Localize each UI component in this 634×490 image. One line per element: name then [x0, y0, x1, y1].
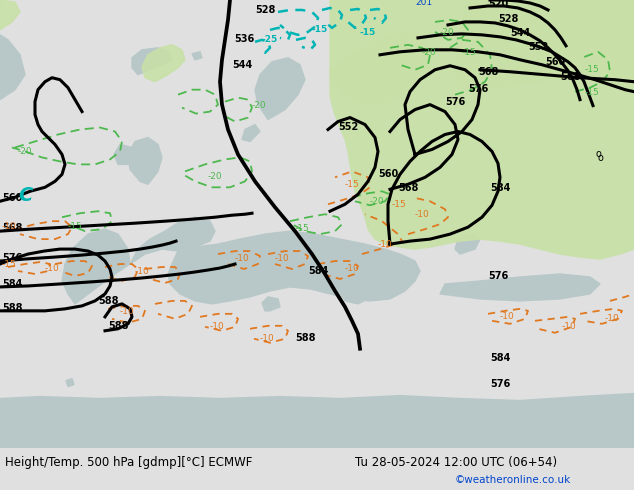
- Text: -10: -10: [415, 210, 430, 219]
- Polygon shape: [242, 124, 260, 142]
- Text: 552: 552: [338, 122, 358, 131]
- Text: ©weatheronline.co.uk: ©weatheronline.co.uk: [455, 475, 571, 485]
- Text: 528: 528: [498, 14, 519, 24]
- Polygon shape: [168, 231, 420, 304]
- Polygon shape: [132, 48, 172, 75]
- Text: 560: 560: [2, 193, 22, 203]
- Polygon shape: [450, 0, 634, 92]
- Text: -20: -20: [422, 48, 437, 57]
- Text: -10: -10: [45, 264, 60, 273]
- Polygon shape: [128, 138, 162, 184]
- Text: -10: -10: [378, 240, 392, 249]
- Text: 588: 588: [2, 303, 22, 313]
- Polygon shape: [0, 35, 25, 99]
- Text: 536: 536: [234, 34, 254, 44]
- Text: -10: -10: [120, 307, 135, 316]
- Polygon shape: [142, 45, 185, 82]
- Text: 552: 552: [528, 42, 548, 52]
- Polygon shape: [0, 0, 20, 30]
- Text: C: C: [18, 186, 32, 205]
- Text: 528: 528: [255, 5, 275, 15]
- Text: -15: -15: [462, 48, 477, 57]
- Text: 584: 584: [308, 266, 328, 276]
- Text: -15: -15: [360, 28, 376, 37]
- Polygon shape: [330, 32, 432, 105]
- Text: -15: -15: [68, 222, 83, 231]
- Polygon shape: [215, 254, 228, 271]
- Text: 568: 568: [2, 223, 22, 233]
- Polygon shape: [330, 0, 634, 259]
- Text: 576: 576: [2, 253, 22, 263]
- Text: 584: 584: [490, 183, 510, 193]
- Text: -10: -10: [260, 334, 275, 343]
- Text: 560: 560: [378, 170, 398, 179]
- Polygon shape: [455, 234, 480, 254]
- Text: -10: -10: [345, 264, 359, 273]
- Polygon shape: [262, 297, 280, 311]
- Text: 588: 588: [108, 321, 129, 331]
- Text: -15: -15: [345, 180, 359, 189]
- Text: -10: -10: [562, 322, 577, 331]
- Text: -20: -20: [18, 147, 32, 156]
- Text: 588: 588: [98, 296, 119, 306]
- Text: -15: -15: [295, 224, 310, 233]
- Text: 568: 568: [478, 67, 498, 77]
- Text: 568: 568: [398, 183, 418, 193]
- Text: 588: 588: [295, 333, 316, 343]
- Text: -15: -15: [585, 65, 600, 74]
- Text: -20: -20: [208, 172, 223, 181]
- Polygon shape: [440, 274, 600, 301]
- Text: o: o: [598, 153, 604, 163]
- Text: Height/Temp. 500 hPa [gdmp][°C] ECMWF: Height/Temp. 500 hPa [gdmp][°C] ECMWF: [5, 456, 252, 469]
- Text: -15: -15: [585, 88, 600, 97]
- Text: -20: -20: [440, 28, 455, 37]
- Text: -15: -15: [392, 200, 407, 209]
- Polygon shape: [192, 52, 202, 60]
- Text: Tu 28-05-2024 12:00 UTC (06+54): Tu 28-05-2024 12:00 UTC (06+54): [355, 456, 557, 469]
- Text: -10: -10: [2, 222, 16, 231]
- Text: 560: 560: [545, 57, 566, 67]
- Text: -15: -15: [2, 260, 16, 269]
- Text: 576: 576: [468, 84, 488, 94]
- Text: 576: 576: [490, 379, 510, 389]
- Text: 201: 201: [415, 0, 432, 7]
- Text: 576: 576: [445, 97, 465, 107]
- Polygon shape: [114, 145, 135, 165]
- Text: -10: -10: [135, 267, 150, 276]
- Text: 520: 520: [488, 0, 508, 9]
- Polygon shape: [66, 379, 74, 387]
- Text: 568: 568: [560, 72, 580, 82]
- Polygon shape: [222, 269, 240, 294]
- Polygon shape: [130, 217, 215, 264]
- Text: o: o: [596, 149, 602, 159]
- Polygon shape: [255, 58, 305, 120]
- Text: -10: -10: [500, 312, 515, 321]
- Text: 576: 576: [488, 271, 508, 281]
- Polygon shape: [338, 267, 370, 304]
- Text: 584: 584: [2, 279, 22, 289]
- Polygon shape: [62, 229, 130, 304]
- Text: -20: -20: [370, 197, 385, 206]
- Polygon shape: [0, 393, 634, 448]
- Text: -15: -15: [312, 25, 328, 34]
- Text: -10: -10: [235, 254, 250, 263]
- Text: -20: -20: [252, 100, 267, 110]
- Text: 544: 544: [510, 28, 530, 38]
- Text: -10: -10: [275, 254, 290, 263]
- Text: -25: -25: [262, 35, 278, 44]
- Text: -10: -10: [605, 314, 620, 323]
- Text: 544: 544: [232, 60, 252, 70]
- Text: -10: -10: [210, 322, 224, 331]
- Text: 584: 584: [490, 353, 510, 363]
